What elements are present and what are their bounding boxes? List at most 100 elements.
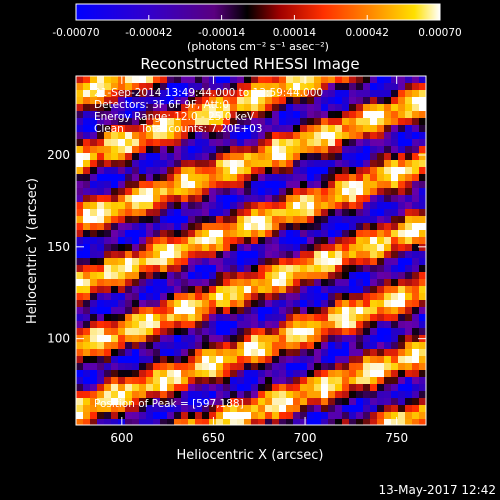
heatmap-cell: [216, 342, 223, 349]
heatmap-cell: [223, 335, 230, 342]
heatmap-cell: [286, 356, 293, 363]
heatmap-cell: [307, 398, 314, 405]
heatmap-cell: [349, 258, 356, 265]
heatmap-cell: [356, 216, 363, 223]
heatmap-cell: [356, 328, 363, 335]
heatmap-cell: [293, 349, 300, 356]
heatmap-cell: [398, 300, 405, 307]
heatmap-cell: [377, 419, 384, 425]
heatmap-cell: [272, 139, 279, 146]
heatmap-cell: [244, 202, 251, 209]
heatmap-cell: [97, 153, 104, 160]
heatmap-cell: [314, 342, 321, 349]
heatmap-cell: [244, 111, 251, 118]
heatmap-cell: [398, 195, 405, 202]
heatmap-cell: [258, 237, 265, 244]
heatmap-cell: [230, 216, 237, 223]
heatmap-cell: [370, 202, 377, 209]
heatmap-cell: [237, 405, 244, 412]
heatmap-cell: [398, 272, 405, 279]
heatmap-cell: [230, 90, 237, 97]
heatmap-cell: [216, 321, 223, 328]
heatmap-cell: [412, 349, 419, 356]
heatmap-cell: [335, 356, 342, 363]
heatmap-cell: [398, 293, 405, 300]
heatmap-cell: [251, 272, 258, 279]
heatmap-cell: [293, 391, 300, 398]
heatmap-cell: [83, 272, 90, 279]
heatmap-cell: [377, 76, 384, 83]
heatmap-cell: [363, 314, 370, 321]
heatmap-cell: [132, 405, 139, 412]
heatmap-cell: [335, 286, 342, 293]
heatmap-cell: [97, 272, 104, 279]
heatmap-cell: [265, 202, 272, 209]
heatmap-cell: [76, 188, 83, 195]
heatmap-cell: [314, 398, 321, 405]
heatmap-cell: [244, 118, 251, 125]
heatmap-cell: [181, 139, 188, 146]
heatmap-cell: [118, 251, 125, 258]
heatmap-cell: [272, 307, 279, 314]
annotation-detectors: Detectors: 3F 6F 9F, Att:0: [94, 99, 229, 111]
heatmap-cell: [160, 272, 167, 279]
heatmap-cell: [314, 328, 321, 335]
heatmap-cell: [300, 335, 307, 342]
heatmap-cell: [111, 202, 118, 209]
heatmap-cell: [384, 349, 391, 356]
heatmap-cell: [405, 244, 412, 251]
heatmap-cell: [181, 202, 188, 209]
heatmap-cell: [412, 398, 419, 405]
heatmap-cell: [223, 195, 230, 202]
heatmap-cell: [132, 377, 139, 384]
heatmap-cell: [104, 118, 111, 125]
heatmap-cell: [83, 209, 90, 216]
heatmap-cell: [139, 356, 146, 363]
heatmap-cell: [111, 125, 118, 132]
heatmap-cell: [286, 104, 293, 111]
heatmap-cell: [335, 412, 342, 419]
heatmap-cell: [146, 293, 153, 300]
heatmap-cell: [293, 223, 300, 230]
heatmap-cell: [195, 125, 202, 132]
heatmap-cell: [195, 118, 202, 125]
heatmap-cell: [132, 237, 139, 244]
heatmap-cell: [370, 188, 377, 195]
heatmap-cell: [279, 230, 286, 237]
heatmap-cell: [167, 174, 174, 181]
heatmap-cell: [83, 279, 90, 286]
heatmap-cell: [237, 237, 244, 244]
heatmap-cell: [118, 370, 125, 377]
heatmap-cell: [111, 76, 118, 83]
heatmap-cell: [272, 265, 279, 272]
heatmap-cell: [181, 412, 188, 419]
heatmap-cell: [146, 111, 153, 118]
heatmap-cell: [139, 272, 146, 279]
heatmap-cell: [265, 342, 272, 349]
heatmap-cell: [181, 195, 188, 202]
heatmap-cell: [307, 104, 314, 111]
heatmap-cell: [335, 398, 342, 405]
heatmap-cell: [300, 391, 307, 398]
heatmap-cell: [384, 111, 391, 118]
heatmap-cell: [398, 412, 405, 419]
heatmap-cell: [118, 118, 125, 125]
heatmap-cell: [216, 251, 223, 258]
heatmap-cell: [195, 202, 202, 209]
heatmap-cell: [132, 174, 139, 181]
heatmap-cell: [419, 223, 426, 230]
heatmap-cell: [174, 202, 181, 209]
heatmap-cell: [146, 118, 153, 125]
heatmap-cell: [314, 286, 321, 293]
heatmap-cell: [139, 146, 146, 153]
heatmap-cell: [377, 104, 384, 111]
heatmap-cell: [90, 321, 97, 328]
heatmap-cell: [342, 398, 349, 405]
heatmap-cell: [370, 111, 377, 118]
heatmap-cell: [216, 363, 223, 370]
heatmap-cell: [342, 216, 349, 223]
heatmap-cell: [132, 286, 139, 293]
heatmap-cell: [111, 223, 118, 230]
heatmap-cell: [195, 370, 202, 377]
heatmap-cell: [363, 412, 370, 419]
